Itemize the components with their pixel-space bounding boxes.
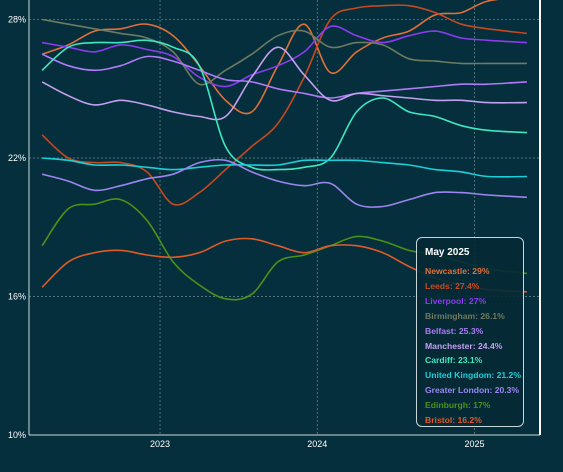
tooltip-row-birmingham: Birmingham: 26.1% — [425, 310, 505, 321]
tooltip-row-belfast: Belfast: 25.3% — [425, 325, 484, 336]
y-tick-label: 22% — [8, 153, 26, 163]
x-tick-label: 2024 — [307, 439, 327, 449]
y-tick-label: 28% — [8, 15, 26, 25]
tooltip-row-cardiff: Cardiff: 23.1% — [425, 355, 483, 366]
tooltip-title: May 2025 — [425, 247, 470, 258]
tooltip-row-manchester: Manchester: 24.4% — [425, 340, 503, 351]
series-line-united-kingdom[interactable] — [42, 157, 527, 178]
tooltip-row-united-kingdom: United Kingdom: 21.2% — [425, 370, 521, 381]
series-line-leeds[interactable] — [41, 4, 527, 206]
series-line-cardiff[interactable] — [41, 39, 527, 171]
tooltip-row-edinburgh: Edinburgh: 17% — [425, 400, 491, 411]
series-line-birmingham[interactable] — [41, 18, 527, 86]
tooltip-row-bristol: Bristol: 16.2% — [425, 415, 482, 426]
series-line-newcastle[interactable] — [41, 0, 527, 115]
tooltip-row-leeds: Leeds: 27.4% — [425, 280, 480, 291]
hover-tooltip: May 2025 Newcastle: 29% Leeds: 27.4% Liv… — [416, 237, 524, 427]
axis: 10% 16% 22% 28% 2023 2024 2025 — [8, 0, 541, 449]
series-line-belfast[interactable] — [41, 53, 527, 99]
series-line-liverpool[interactable] — [41, 25, 527, 88]
x-tick-label: 2023 — [150, 439, 170, 449]
tooltip-row-newcastle: Newcastle: 29% — [425, 266, 490, 276]
tooltip-row-greater-london: Greater London: 20.3% — [425, 385, 520, 396]
x-tick-label: 2025 — [464, 439, 484, 449]
y-tick-label: 16% — [8, 292, 26, 302]
tooltip-row-liverpool: Liverpool: 27% — [425, 295, 487, 306]
series-line-manchester[interactable] — [41, 46, 527, 121]
y-tick-label: 10% — [8, 430, 26, 440]
series-line-greater-london[interactable] — [41, 158, 527, 208]
